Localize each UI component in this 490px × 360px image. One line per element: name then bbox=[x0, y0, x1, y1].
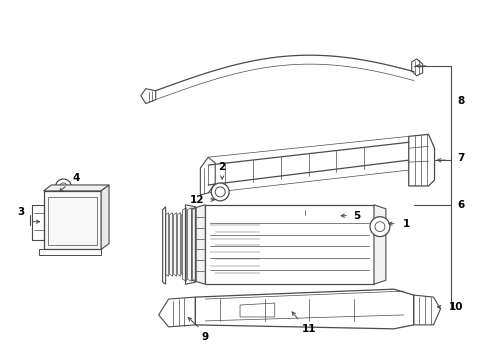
Text: 3: 3 bbox=[17, 207, 24, 217]
Text: 9: 9 bbox=[202, 332, 209, 342]
Text: 6: 6 bbox=[458, 200, 465, 210]
Circle shape bbox=[370, 217, 390, 237]
Text: 11: 11 bbox=[302, 324, 317, 334]
Polygon shape bbox=[374, 205, 386, 284]
Text: 4: 4 bbox=[73, 173, 80, 183]
Polygon shape bbox=[181, 213, 184, 276]
Polygon shape bbox=[101, 185, 109, 249]
Text: 5: 5 bbox=[353, 211, 361, 221]
Polygon shape bbox=[173, 213, 176, 276]
Polygon shape bbox=[170, 213, 172, 276]
Circle shape bbox=[211, 183, 229, 201]
Text: 7: 7 bbox=[458, 153, 465, 163]
Text: 1: 1 bbox=[403, 219, 410, 229]
Text: 10: 10 bbox=[449, 302, 464, 312]
Polygon shape bbox=[188, 208, 192, 281]
Text: 8: 8 bbox=[458, 96, 465, 105]
Polygon shape bbox=[192, 205, 205, 284]
Circle shape bbox=[55, 179, 72, 195]
Polygon shape bbox=[193, 208, 196, 281]
Polygon shape bbox=[182, 208, 187, 281]
Polygon shape bbox=[44, 185, 109, 191]
Polygon shape bbox=[177, 213, 180, 276]
Text: 12: 12 bbox=[190, 195, 205, 205]
Text: 2: 2 bbox=[219, 162, 226, 172]
Polygon shape bbox=[44, 191, 101, 249]
Polygon shape bbox=[166, 213, 169, 276]
